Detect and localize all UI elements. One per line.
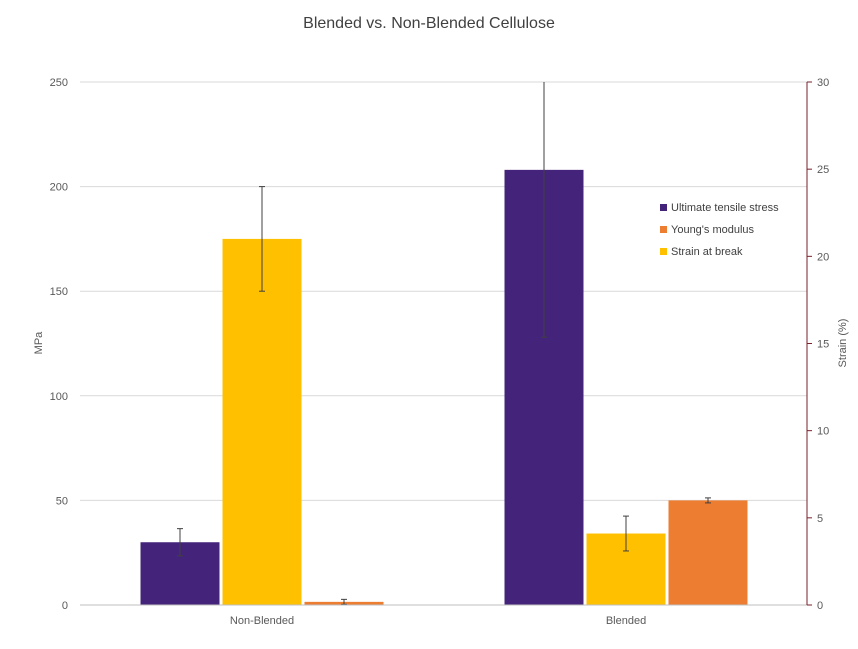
y-right-tick-label: 30 — [817, 77, 829, 89]
legend-label: Young's modulus — [671, 224, 755, 236]
y-left-tick-label: 150 — [50, 286, 68, 298]
legend-swatch — [660, 204, 667, 211]
x-tick-label: Non-Blended — [230, 615, 294, 627]
bar — [668, 500, 748, 605]
y-right-tick-label: 15 — [817, 339, 829, 351]
error-bars — [177, 82, 711, 605]
y-left-tick-label: 100 — [50, 391, 68, 403]
y-left-tick-label: 250 — [50, 77, 68, 89]
y-right-tick-label: 5 — [817, 513, 823, 525]
chart-title: Blended vs. Non-Blended Cellulose — [303, 15, 555, 32]
y-right-tick-label: 25 — [817, 164, 829, 176]
x-tick-label: Blended — [606, 615, 646, 627]
y-axis-left-title: MPa — [33, 331, 45, 355]
bar — [222, 238, 302, 605]
y-left-tick-label: 200 — [50, 182, 68, 194]
legend-label: Strain at break — [671, 246, 743, 258]
legend-label: Ultimate tensile stress — [671, 202, 779, 214]
y-right-tick-label: 0 — [817, 600, 823, 612]
axes: 0 50 100 150 200 250 0 5 10 15 20 25 30 Non-Blended Bl… — [50, 77, 830, 627]
legend-swatch — [660, 226, 667, 233]
y-axis-right-title: Strain (%) — [837, 319, 849, 368]
legend-swatch — [660, 248, 667, 255]
y-left-tick-label: 0 — [62, 600, 68, 612]
y-left-tick-label: 50 — [56, 495, 68, 507]
y-right-tick-label: 20 — [817, 251, 829, 263]
gridlines — [80, 81, 807, 501]
legend: Ultimate tensile stress Young's modulus St… — [660, 202, 779, 258]
bars — [140, 169, 748, 605]
y-right-tick-label: 10 — [817, 426, 829, 438]
